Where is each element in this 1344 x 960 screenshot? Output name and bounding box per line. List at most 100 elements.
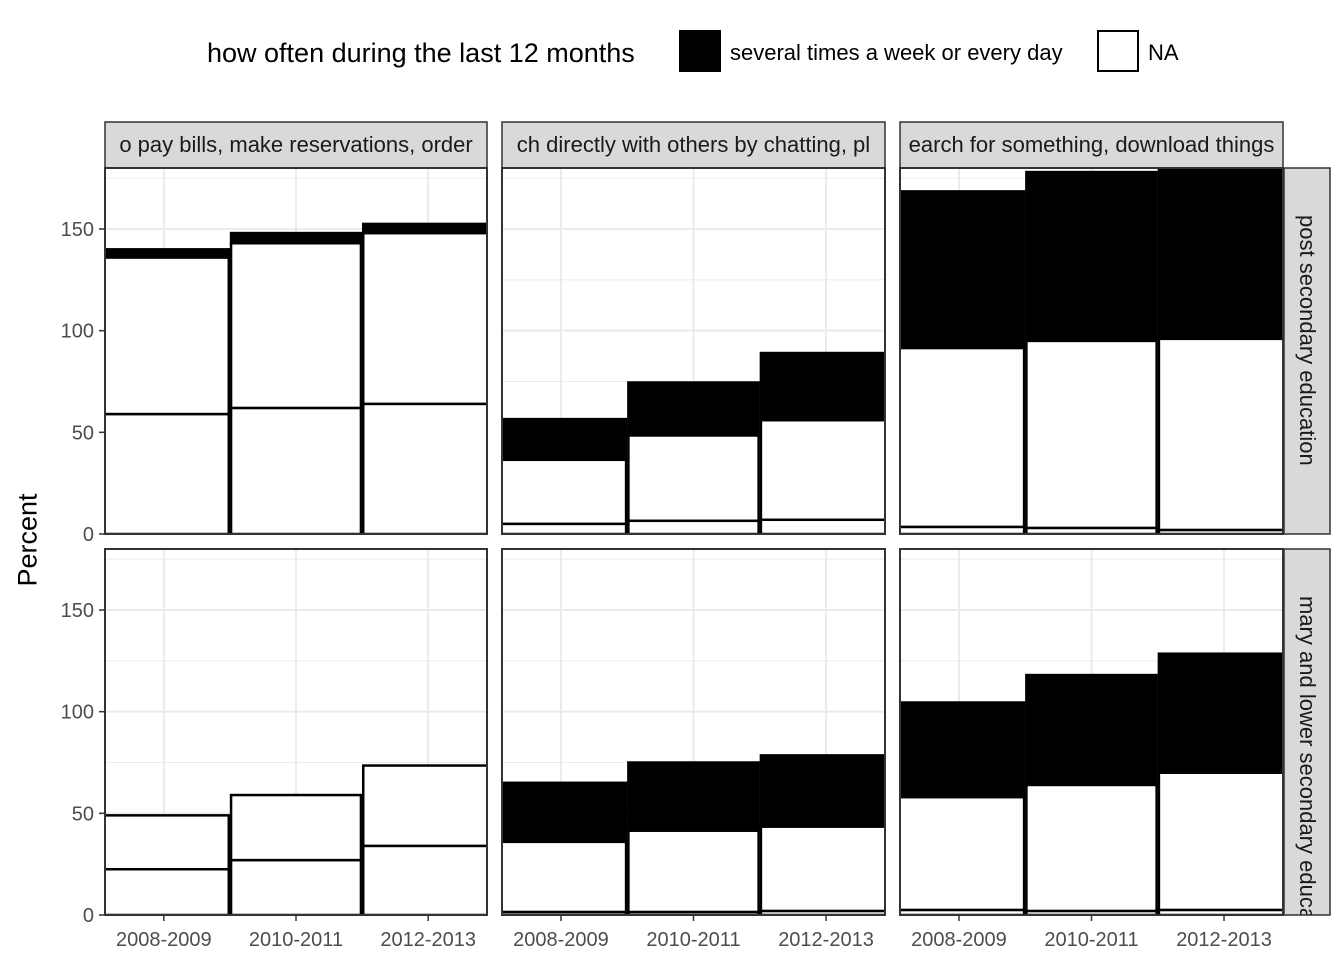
facet-strip-label: mary and lower secondary educati: [1295, 596, 1320, 931]
bar-segment-other: [105, 412, 231, 534]
bar-segment-several: [627, 761, 760, 832]
x-tick-label: 2012-2013: [380, 929, 476, 951]
bar-segment-NA: [502, 840, 628, 914]
bar-segment-several: [1025, 673, 1158, 787]
bar-segment-NA: [105, 814, 231, 871]
y-tick-label: 50: [72, 422, 94, 444]
facet-strip-bg: [1283, 167, 1331, 535]
bar-segment-NA: [900, 795, 1026, 912]
y-tick-label: 100: [61, 702, 94, 724]
y-axis: 0 50 100 150 0 50 100 150: [61, 219, 105, 927]
bar-segment-NA: [229, 793, 363, 862]
bar-segment-NA: [1025, 783, 1158, 913]
facet-strip-column-1: o pay bills, make reservations, order: [104, 121, 488, 169]
bar-segment-NA: [1157, 337, 1283, 532]
facet-panel-r2-c1: [104, 548, 488, 916]
y-axis-title: Percent: [8, 493, 48, 586]
x-tick-label: 2010-2011: [1044, 929, 1138, 951]
facet-strip-bg: [104, 121, 488, 169]
bar-2010-2011: [229, 231, 363, 534]
bar-segment-NA: [627, 829, 760, 914]
bar-segment-NA: [105, 256, 231, 416]
facet-strip-label: post secondary education: [1295, 215, 1320, 466]
facet-strip-bg: [501, 121, 886, 169]
facet-strip-column-3: earch for something, download things: [899, 121, 1284, 169]
bar-segment-NA: [759, 418, 885, 522]
bar-segment-several: [1157, 652, 1283, 774]
bar-segment-other: [361, 844, 487, 915]
bar-segment-NA: [1025, 339, 1158, 530]
legend-label-several: several times a week or every day: [730, 40, 1063, 65]
bar-segment-other: [502, 522, 628, 534]
bar-2008-2009: [502, 781, 628, 915]
bar-2012-2013: [361, 222, 487, 534]
bar-segment-several: [361, 222, 487, 235]
bar-2012-2013: [361, 764, 487, 915]
bar-segment-several: [759, 351, 885, 422]
facet-panel-r1-c3: [899, 167, 1284, 535]
bar-segment-several: [900, 190, 1026, 350]
x-axis: 2008-2009 2010-2011 2012-2013 2008-2009 2010…: [116, 915, 1272, 951]
facet-strip-column-2: ch directly with others by chatting, pl: [501, 121, 886, 169]
bar-segment-other: [229, 858, 363, 915]
bar-2010-2011: [1025, 170, 1158, 534]
bar-segment-other: [229, 406, 363, 534]
bar-segment-NA: [502, 458, 628, 526]
bar-segment-NA: [361, 764, 487, 848]
facet-strip-label: earch for something, download things: [909, 132, 1275, 157]
facet-strip-label: ch directly with others by chatting, pl: [517, 132, 870, 157]
y-tick-label: 0: [83, 524, 94, 546]
bar-segment-several: [502, 781, 628, 844]
bar-segment-other: [627, 519, 760, 534]
y-tick-label: 150: [61, 600, 94, 622]
facet-panel-r1-c2: [501, 167, 886, 535]
x-tick-label: 2010-2011: [249, 929, 343, 951]
x-tick-label: 2008-2009: [911, 929, 1007, 951]
facet-strip-bg: [1283, 548, 1331, 916]
y-tick-label: 0: [83, 905, 94, 927]
bar-segment-NA: [759, 825, 885, 913]
bar-2010-2011: [627, 381, 760, 534]
panel-border: [899, 167, 1284, 535]
facet-strips: o pay bills, make reservations, order ch …: [104, 121, 1331, 931]
x-tick-label: 2008-2009: [116, 929, 212, 951]
bar-segment-NA: [1157, 771, 1283, 912]
x-tick-label: 2012-2013: [1176, 929, 1272, 951]
bar-segment-several: [900, 701, 1026, 799]
bar-2012-2013: [1157, 652, 1283, 915]
facet-strip-label: o pay bills, make reservations, order: [119, 132, 472, 157]
bar-2008-2009: [900, 190, 1026, 534]
facet-panels: [104, 167, 1284, 916]
y-tick-label: 50: [72, 803, 94, 825]
legend: how often during the last 12 months seve…: [0, 26, 1344, 82]
panel-border: [104, 167, 488, 535]
bar-2010-2011: [627, 761, 760, 915]
bar-segment-NA: [229, 241, 363, 410]
bar-segment-several: [1157, 168, 1283, 341]
y-tick-label: 150: [61, 219, 94, 241]
bar-2010-2011: [1025, 673, 1158, 915]
legend-title: how often during the last 12 months: [207, 38, 635, 68]
facet-panel-r2-c2: [501, 548, 886, 916]
bar-2012-2013: [1157, 168, 1283, 534]
facet-strip-row-2: mary and lower secondary educati: [1283, 548, 1331, 931]
facet-strip-row-1: post secondary education: [1283, 167, 1331, 535]
bar-segment-other: [105, 868, 231, 915]
bar-2008-2009: [105, 814, 231, 915]
legend-key-na: [1097, 30, 1139, 72]
bar-2008-2009: [502, 417, 628, 534]
x-tick-label: 2010-2011: [646, 929, 740, 951]
panel-border: [501, 167, 886, 535]
y-tick-label: 100: [61, 321, 94, 343]
bar-segment-NA: [900, 346, 1026, 529]
bar-segment-NA: [627, 434, 760, 523]
facet-strip-bg: [899, 121, 1284, 169]
legend-label-na: NA: [1148, 40, 1179, 65]
bar-segment-several: [502, 417, 628, 462]
legend-key-several: [679, 30, 721, 72]
bar-segment-several: [759, 754, 885, 828]
bar-segment-several: [627, 381, 760, 437]
bar-segment-NA: [361, 231, 487, 406]
bar-segment-several: [105, 248, 231, 259]
